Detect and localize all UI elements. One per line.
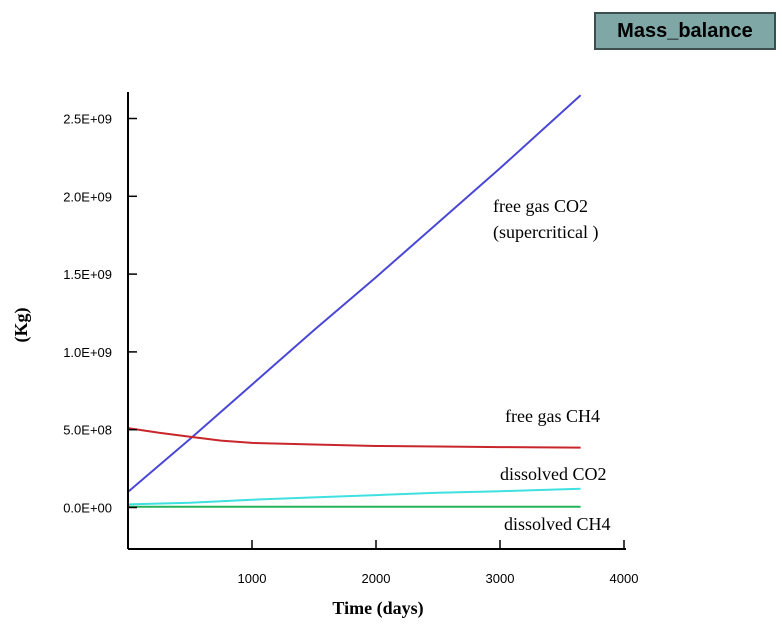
- x-tick-label: 4000: [610, 571, 639, 586]
- series-label-3-line-0: dissolved CH4: [504, 514, 611, 534]
- series-label-0-line-0: free gas CO2: [493, 196, 588, 216]
- series-label-2-line-0: dissolved CO2: [500, 464, 607, 484]
- series-label-1-line-0: free gas CH4: [505, 406, 600, 426]
- y-tick-label: 5.0E+08: [63, 423, 112, 438]
- series-line-2: [127, 487, 581, 506]
- series-line-1: [127, 427, 581, 449]
- ticks: 0.0E+00 5.0E+08 1.0E+09 1.5E+09 2.0E+09 2.5E+…: [63, 112, 638, 587]
- series-label-0-line-1: (supercritical ): [493, 222, 598, 243]
- y-tick-label: 2.0E+09: [63, 189, 112, 204]
- y-tick-label: 2.5E+09: [63, 112, 112, 127]
- axes: [127, 92, 626, 550]
- y-tick-label: 1.5E+09: [63, 267, 112, 282]
- x-tick-label: 2000: [362, 571, 391, 586]
- series-line-0: [127, 94, 582, 493]
- series-labels: free gas CO2 (supercritical ) free gas CH4…: [493, 196, 611, 534]
- x-tick-label: 1000: [238, 571, 267, 586]
- mass-balance-badge[interactable]: Mass_balance: [594, 12, 776, 50]
- x-tick-label: 3000: [486, 571, 515, 586]
- y-tick-label: 1.0E+09: [63, 345, 112, 360]
- y-tick-label: 0.0E+00: [63, 501, 112, 516]
- y-axis-title: (Kg): [11, 308, 32, 343]
- plot-lines: [127, 94, 582, 508]
- x-axis-title: Time (days): [332, 598, 423, 619]
